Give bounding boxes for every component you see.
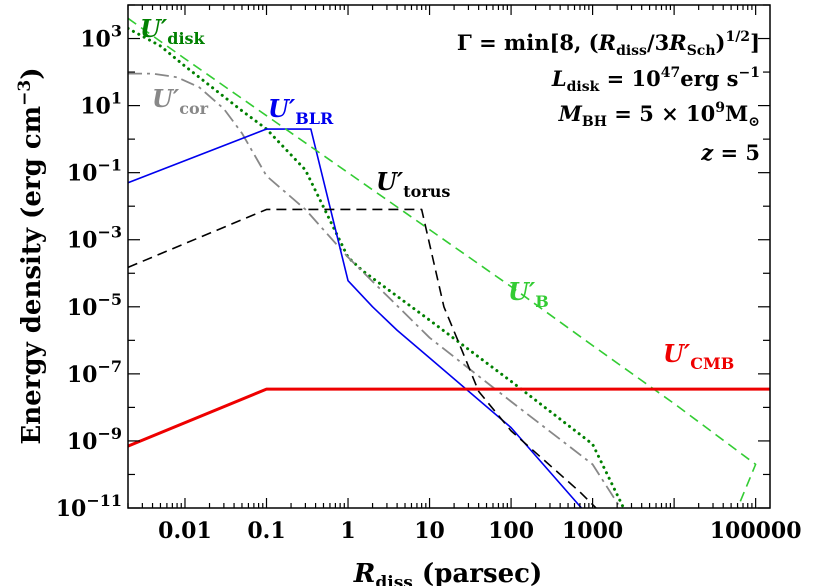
x-tick-label: 1000 (562, 518, 623, 544)
y-tick-label: 10−3 (67, 223, 122, 254)
y-tick-label: 10−11 (56, 491, 122, 522)
y-axis-title: Energy density (erg cm−3) (15, 67, 47, 444)
plot-frame (127, 4, 771, 509)
y-tick-label: 101 (80, 89, 122, 120)
label-u-torus: U′torus (376, 167, 450, 201)
series-line-ublr (128, 128, 583, 508)
series-line-ucmb (128, 387, 770, 448)
y-tick-label: 10−5 (67, 290, 122, 321)
y-tick-label: 10−1 (67, 156, 122, 187)
y-tick-label: 10−7 (67, 357, 122, 388)
x-tick-label: 100000 (710, 518, 802, 544)
x-tick-label: 0.01 (158, 518, 212, 544)
label-u-disk: U′disk (140, 14, 206, 48)
y-tick-label: 10−9 (67, 424, 122, 455)
data-series-group (128, 17, 770, 508)
x-tick-label: 1 (340, 518, 355, 544)
x-tick-label: 0.1 (247, 518, 285, 544)
label-u-cmb: U′CMB (663, 339, 734, 373)
axis-ticks (127, 4, 770, 509)
x-tick-label: 10 (414, 518, 445, 544)
series-line-ucor (128, 72, 622, 508)
y-tick-label: 103 (80, 22, 122, 53)
y-tick-labels: 10−11 10−9 10−7 10−5 10−3 10−1 101 103 (56, 22, 122, 522)
annotation-gamma: Γ = min[8, (Rdiss/3RSch)1/2] (457, 29, 760, 59)
label-u-blr: U′BLR (268, 94, 334, 128)
annotation-ldisk: Ldisk = 1047erg s−1 (551, 65, 760, 95)
annotation-mbh: MBH = 5 × 109M⊙ (558, 100, 760, 130)
label-u-cor: U′cor (152, 84, 209, 118)
x-tick-labels: 0.01 0.1 1 10 100 1000 100000 (158, 518, 801, 544)
label-u-b: U′B (508, 277, 549, 311)
x-axis-title: Rdiss (parsec) (353, 559, 543, 586)
series-line-utorus (128, 208, 597, 508)
annotation-redshift: z = 5 (700, 140, 760, 165)
series-line-ub (128, 17, 757, 508)
x-tick-label: 100 (488, 518, 534, 544)
